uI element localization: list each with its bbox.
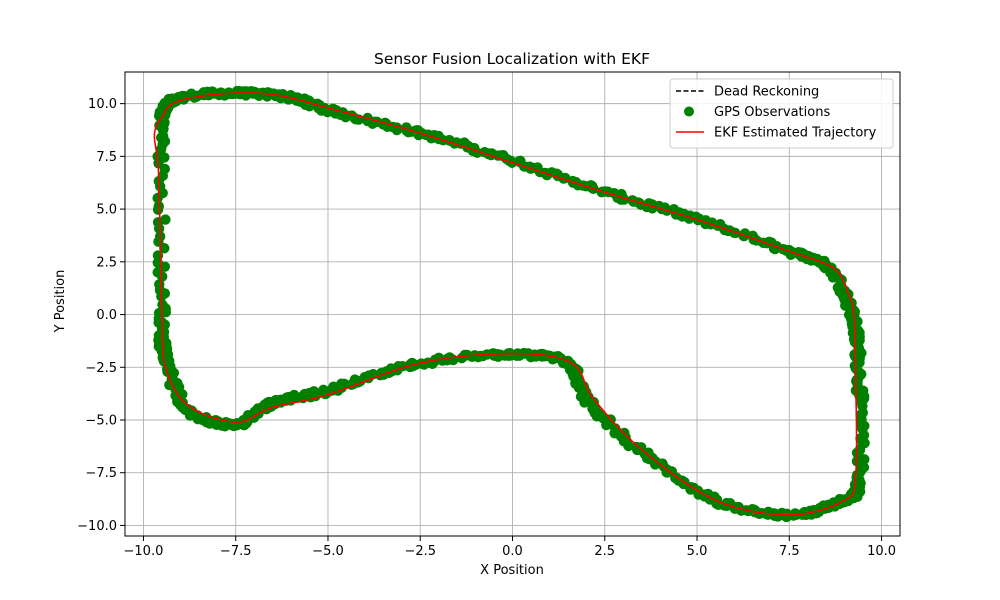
legend: Dead Reckoning GPS Observations EKF Estima… xyxy=(669,78,894,149)
legend-label: EKF Estimated Trajectory xyxy=(714,126,877,141)
gps-observation-point xyxy=(157,299,168,310)
y-tick-label: 0.0 xyxy=(96,308,117,323)
x-tick-label: 0.0 xyxy=(502,544,523,559)
ekf-trajectory-line xyxy=(153,92,858,516)
x-tick-label: 5.0 xyxy=(687,544,708,559)
legend-label: Dead Reckoning xyxy=(714,85,819,100)
y-tick-label: −10.0 xyxy=(77,519,117,534)
legend-box xyxy=(669,78,894,149)
x-axis-label: X Position xyxy=(480,563,544,578)
gps-observation-point xyxy=(160,214,171,225)
legend-marker-gps xyxy=(684,106,694,117)
y-tick-label: −5.0 xyxy=(85,414,117,429)
y-axis-label: Y Position xyxy=(53,270,68,334)
y-tick-label: 10.0 xyxy=(88,97,117,112)
gps-observation-point xyxy=(456,352,467,364)
x-tick-label: −5.0 xyxy=(312,544,344,559)
y-tick-label: 7.5 xyxy=(96,150,117,165)
x-tick-label: −2.5 xyxy=(404,544,436,559)
gps-observation-point xyxy=(155,132,167,143)
gps-observation-point xyxy=(631,441,642,453)
x-tick-label: 2.5 xyxy=(594,544,615,559)
y-tick-label: −2.5 xyxy=(85,361,117,376)
y-tick-label: 5.0 xyxy=(96,203,117,218)
legend-label: GPS Observations xyxy=(714,105,830,120)
y-tick-label: 2.5 xyxy=(96,255,117,270)
x-tick-label: 7.5 xyxy=(779,544,800,559)
x-tick-label: −10.0 xyxy=(124,544,164,559)
x-tick-label: 10.0 xyxy=(867,544,896,559)
y-tick-label: −7.5 xyxy=(85,466,117,481)
chart-title: Sensor Fusion Localization with EKF xyxy=(374,50,650,68)
x-tick-label: −7.5 xyxy=(220,544,252,559)
